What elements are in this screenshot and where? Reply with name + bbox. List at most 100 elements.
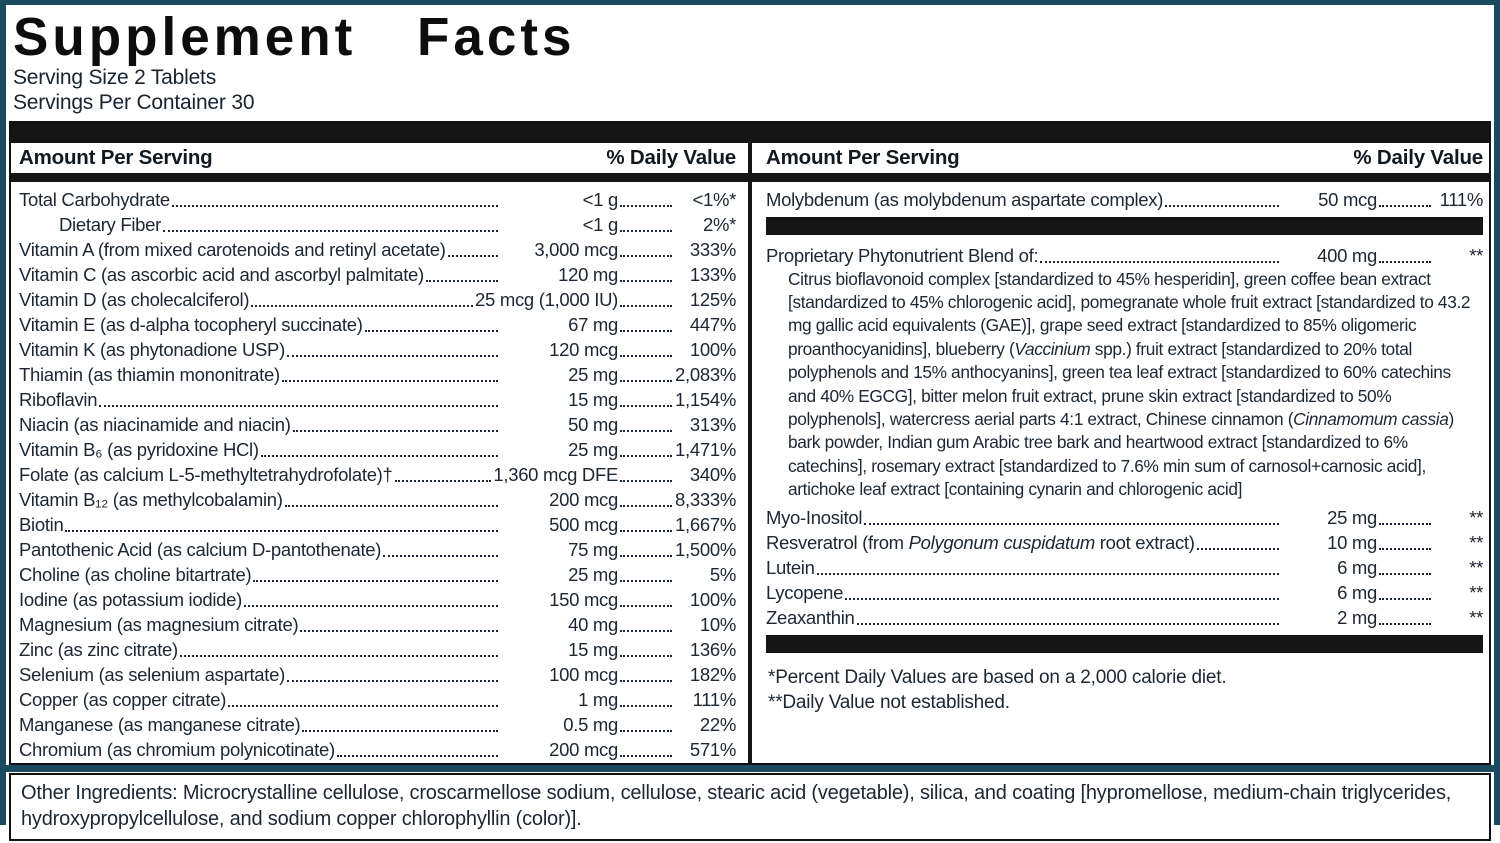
- nutrient-daily-value: 333%: [689, 238, 736, 260]
- dotted-leader: [620, 754, 672, 757]
- dotted-leader: [845, 597, 1279, 600]
- dotted-leader: [243, 604, 498, 607]
- column-headers: Amount Per Serving % Daily Value Amount …: [11, 142, 1489, 173]
- dotted-leader: [620, 304, 672, 307]
- dotted-leader: [179, 654, 498, 657]
- dotted-leader: [1379, 622, 1431, 625]
- nutrient-name: Vitamin A (from mixed carotenoids and re…: [19, 238, 446, 260]
- nutrient-name: Selenium (as selenium aspartate): [19, 663, 285, 685]
- dotted-leader: [99, 404, 498, 407]
- dotted-leader: [620, 654, 672, 657]
- dotted-leader: [620, 704, 672, 707]
- left-column-header: Amount Per Serving % Daily Value: [11, 143, 742, 173]
- column-divider: [748, 142, 752, 173]
- dotted-leader: [383, 554, 498, 557]
- dotted-leader: [620, 404, 672, 407]
- nutrient-daily-value: 136%: [689, 638, 736, 660]
- nutrient-daily-value: 2%*: [702, 213, 736, 235]
- dotted-leader: [620, 429, 672, 432]
- dotted-leader: [620, 454, 672, 457]
- dotted-leader: [1379, 522, 1431, 525]
- column-gutter: [742, 181, 758, 763]
- right-dv-header: % Daily Value: [1353, 145, 1483, 169]
- teal-divider-band: [6, 764, 1494, 772]
- nutrient-daily-value: 125%: [689, 288, 736, 310]
- dotted-leader: [251, 304, 474, 307]
- nutrient-amount: 200 mcg: [549, 488, 618, 510]
- nutrient-name: Total Carbohydrate: [19, 188, 170, 210]
- nutrient-daily-value: **: [1469, 581, 1483, 603]
- dotted-leader: [620, 579, 672, 582]
- dotted-leader: [1379, 572, 1431, 575]
- dotted-leader: [620, 254, 672, 257]
- dotted-leader: [65, 529, 498, 532]
- nutrient-name: Resveratrol (from Polygonum cuspidatum r…: [766, 531, 1195, 553]
- nutrient-row: Vitamin B₁₂ (as methylcobalamin) 200 mcg 8…: [19, 486, 736, 511]
- right-column: Molybdenum (as molybdenum aspartate comp…: [758, 182, 1489, 763]
- dotted-leader: [163, 229, 498, 232]
- nutrient-amount: 75 mg: [568, 538, 618, 560]
- nutrient-row: Myo-Inositol 25 mg **: [766, 504, 1483, 529]
- nutrient-daily-value: 111%: [1439, 188, 1484, 210]
- dotted-leader: [394, 479, 492, 482]
- molybdenum-rows: Molybdenum (as molybdenum aspartate comp…: [766, 186, 1483, 211]
- right-amount-header: Amount Per Serving: [766, 145, 960, 169]
- nutrient-daily-value: **: [1469, 244, 1483, 266]
- dotted-leader: [425, 279, 498, 282]
- nutrient-daily-value: 5%: [709, 563, 736, 585]
- dotted-leader: [620, 504, 672, 507]
- label-inner: Supplement Facts Serving Size 2 Tablets …: [6, 5, 1494, 843]
- nutrient-row: Dietary Fiber <1 g 2%*: [19, 211, 736, 236]
- dotted-leader: [620, 354, 672, 357]
- nutrient-amount: 25 mcg (1,000 IU): [475, 288, 618, 310]
- dotted-leader: [1040, 260, 1279, 263]
- nutrient-amount: 200 mcg: [549, 738, 618, 760]
- dotted-leader: [864, 522, 1279, 525]
- footnotes: *Percent Daily Values are based on a 2,0…: [766, 660, 1483, 715]
- phytonutrient-rows: Myo-Inositol 25 mg ** Resveratrol (from Pol…: [766, 504, 1483, 629]
- nutrient-name: Vitamin E (as d-alpha tocopheryl succina…: [19, 313, 363, 335]
- dotted-leader: [620, 329, 672, 332]
- nutrient-daily-value: 313%: [689, 413, 736, 435]
- column-gutter: [742, 142, 758, 173]
- nutrient-daily-value: 8,333%: [675, 488, 736, 510]
- nutrient-name: Zeaxanthin: [766, 606, 855, 628]
- nutrient-name: Vitamin B₁₂ (as methylcobalamin): [19, 488, 283, 510]
- nutrient-daily-value: **: [1469, 531, 1483, 553]
- nutrient-row: Copper (as copper citrate) 1 mg 111%: [19, 686, 736, 711]
- nutrient-row: Selenium (as selenium aspartate) 100 mcg 1…: [19, 661, 736, 686]
- dotted-leader: [1196, 547, 1279, 550]
- nutrient-row: Folate (as calcium L-5-methyltetrahydrof…: [19, 461, 736, 486]
- nutrient-name: Myo-Inositol: [766, 506, 863, 528]
- nutrient-daily-value: 100%: [689, 338, 736, 360]
- dotted-leader: [1379, 260, 1431, 263]
- nutrient-name: Biotin: [19, 513, 64, 535]
- nutrient-row: Magnesium (as magnesium citrate) 40 mg 10%: [19, 611, 736, 636]
- dotted-leader: [620, 379, 672, 382]
- nutrient-row: Vitamin B₆ (as pyridoxine HCl) 25 mg 1,471…: [19, 436, 736, 461]
- nutrient-daily-value: 10%: [699, 613, 736, 635]
- nutrient-daily-value: 571%: [689, 738, 736, 760]
- nutrient-row: Vitamin A (from mixed carotenoids and re…: [19, 236, 736, 261]
- dotted-leader: [620, 604, 672, 607]
- nutrient-amount: 15 mg: [568, 638, 618, 660]
- left-column: Total Carbohydrate <1 g <1%* Dietary Fiber <…: [11, 182, 742, 763]
- dotted-leader: [620, 229, 672, 232]
- nutrient-amount: 0.5 mg: [563, 713, 618, 735]
- nutrient-row: Iodine (as potassium iodide) 150 mcg 100%: [19, 586, 736, 611]
- nutrient-row: Manganese (as manganese citrate) 0.5 mg 22…: [19, 711, 736, 736]
- label-header: Supplement Facts Serving Size 2 Tablets …: [9, 7, 1491, 121]
- nutrient-row: Biotin 500 mcg 1,667%: [19, 511, 736, 536]
- nutrient-daily-value: 182%: [689, 663, 736, 685]
- nutrient-row: Vitamin C (as ascorbic acid and ascorbyl…: [19, 261, 736, 286]
- nutrient-amount: 500 mcg: [549, 513, 618, 535]
- dotted-leader: [336, 754, 498, 757]
- nutrient-amount: 67 mg: [568, 313, 618, 335]
- dotted-leader: [620, 629, 672, 632]
- nutrient-daily-value: <1%*: [692, 188, 736, 210]
- dotted-leader: [620, 479, 672, 482]
- dotted-leader: [620, 529, 672, 532]
- nutrient-amount: 50 mcg: [1318, 188, 1377, 210]
- nutrient-amount: 10 mg: [1327, 531, 1377, 553]
- nutrient-daily-value: 1,471%: [675, 438, 736, 460]
